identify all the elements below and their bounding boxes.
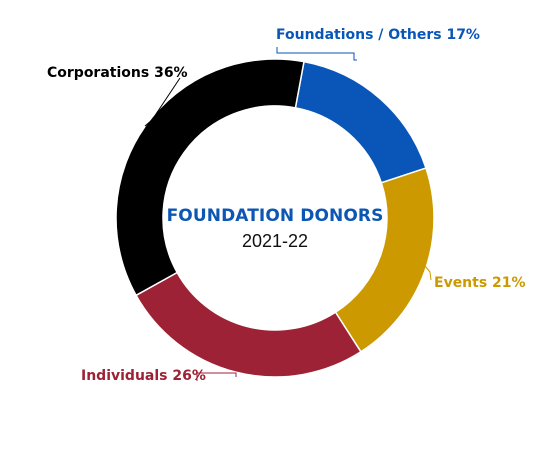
- slice-label-individuals: Individuals 26%: [81, 368, 206, 384]
- donut-slice-individuals: [135, 271, 362, 378]
- leader-foundations: [276, 47, 357, 61]
- chart-title: FOUNDATION DONORS: [166, 206, 384, 226]
- chart-subtitle: 2021-22: [241, 231, 309, 251]
- slice-label-events: Events 21%: [434, 275, 526, 291]
- donut-slice-corporations: [115, 58, 305, 297]
- leader-events: [424, 265, 432, 281]
- leader-individuals: [196, 372, 237, 381]
- leader-corporations: [144, 77, 181, 127]
- donut-slice-events: [334, 167, 435, 353]
- slice-label-foundations: Foundations / Others 17%: [276, 27, 480, 43]
- donut-slice-foundations: [294, 60, 427, 184]
- slice-label-corporations: Corporations 36%: [47, 65, 188, 81]
